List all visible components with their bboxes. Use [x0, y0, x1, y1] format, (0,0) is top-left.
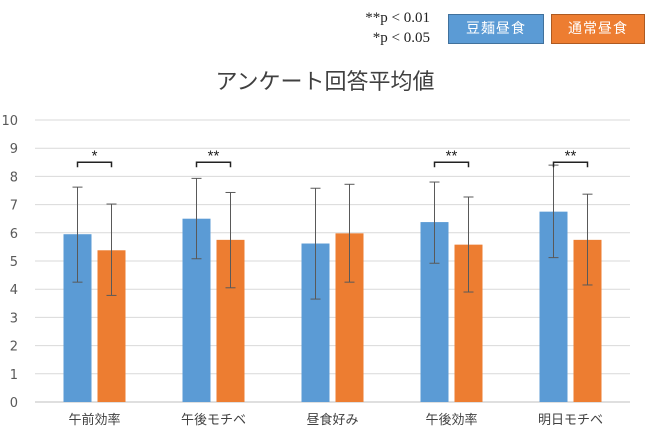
significance-bracket: [552, 161, 589, 168]
y-tick-label: 7: [10, 199, 18, 214]
y-tick-label: 3: [10, 311, 18, 326]
y-tick-label: 9: [10, 142, 18, 157]
significance-note-line-1: **p < 0.01: [365, 10, 430, 26]
significance-bracket: [195, 161, 232, 168]
significance-label: **: [565, 147, 577, 164]
legend-item-soy-noodle-lunch[interactable]: 豆麺昼食: [448, 14, 544, 44]
significance-note-line-2: *p < 0.05: [372, 30, 430, 46]
y-tick-label: 2: [10, 340, 18, 355]
y-tick-label: 8: [10, 170, 18, 185]
significance-bracket: [76, 161, 113, 168]
y-tick-label: 10: [1, 114, 18, 129]
significance-bracket: [433, 161, 470, 168]
y-tick-label: 1: [10, 368, 18, 383]
x-tick-label: 午後効率: [425, 412, 477, 428]
legend-item-regular-lunch[interactable]: 通常昼食: [551, 14, 645, 44]
significance-label: **: [446, 147, 458, 164]
significance-label: **: [208, 147, 220, 164]
y-tick-label: 4: [10, 283, 18, 298]
y-tick-label: 5: [10, 255, 18, 270]
y-tick-label: 6: [10, 227, 18, 242]
y-tick-label: 0: [10, 396, 18, 411]
significance-label: *: [92, 147, 98, 164]
significance-note: **p < 0.01 *p < 0.05: [330, 8, 430, 48]
x-tick-label: 午後モチベ: [181, 413, 246, 428]
x-tick-label: 明日モチベ: [538, 413, 603, 428]
x-tick-label: 昼食好み: [306, 412, 358, 428]
x-tick-label: 午前効率: [68, 412, 120, 428]
chart-title: アンケート回答平均値: [215, 70, 435, 95]
